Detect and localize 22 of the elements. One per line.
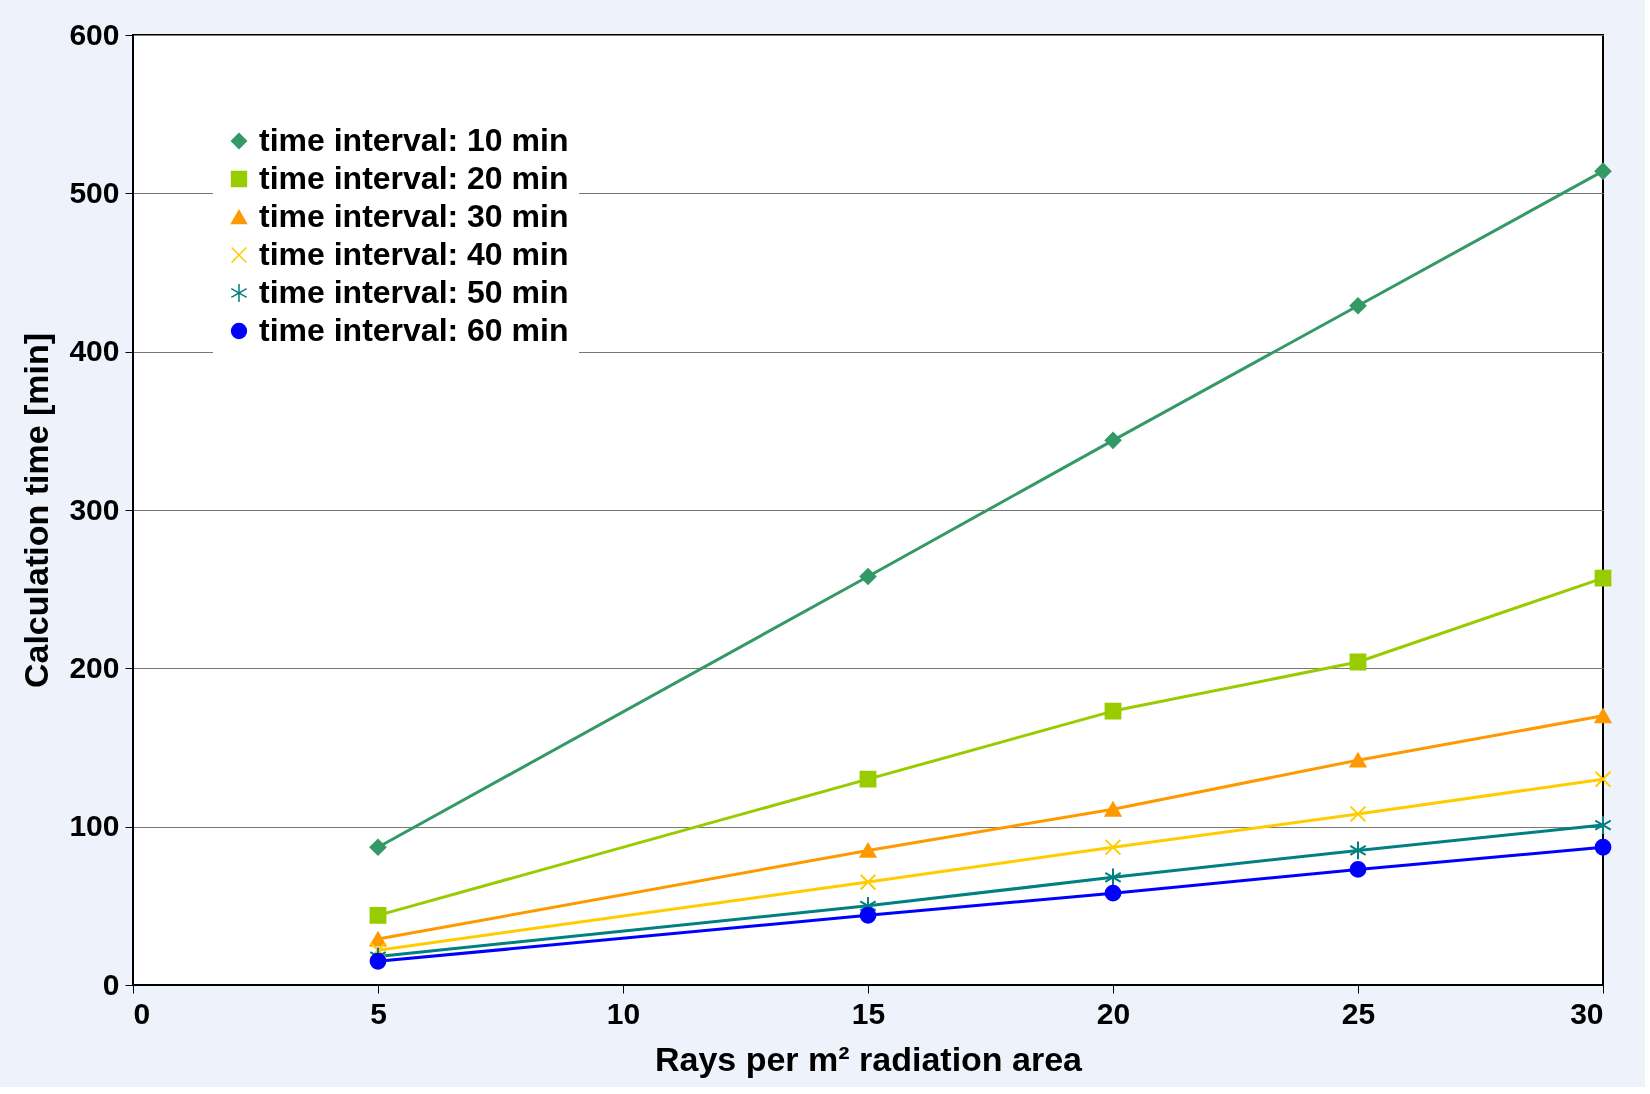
legend-label: time interval: 10 min [259,122,569,158]
x-tick-label: 10 [606,996,641,1030]
legend-label: time interval: 60 min [259,312,569,348]
x-tick-label: 25 [1341,996,1376,1030]
x-tick-label: 20 [1096,996,1131,1030]
y-tick-label: 200 [69,650,120,684]
x-tick-label: 0 [133,996,151,1030]
y-axis-title: Calculation time [min] [17,332,56,689]
legend-label: time interval: 20 min [259,160,569,196]
y-tick-label: 400 [69,334,120,368]
x-tick-label: 5 [370,996,387,1030]
legend-label: time interval: 50 min [259,274,569,310]
x-axis-title: Rays per m² radiation area [654,1039,1084,1078]
y-tick-label: 100 [69,809,120,843]
y-tick-label: 600 [69,17,120,51]
y-tick-label: 500 [69,175,120,209]
y-tick-label: 300 [69,492,120,526]
legend-label: time interval: 40 min [259,236,569,272]
y-tick-label: 0 [102,967,120,1001]
x-tick-label: 15 [851,996,886,1030]
x-tick-label: 30 [1570,996,1604,1030]
legend-label: time interval: 30 min [259,198,569,234]
